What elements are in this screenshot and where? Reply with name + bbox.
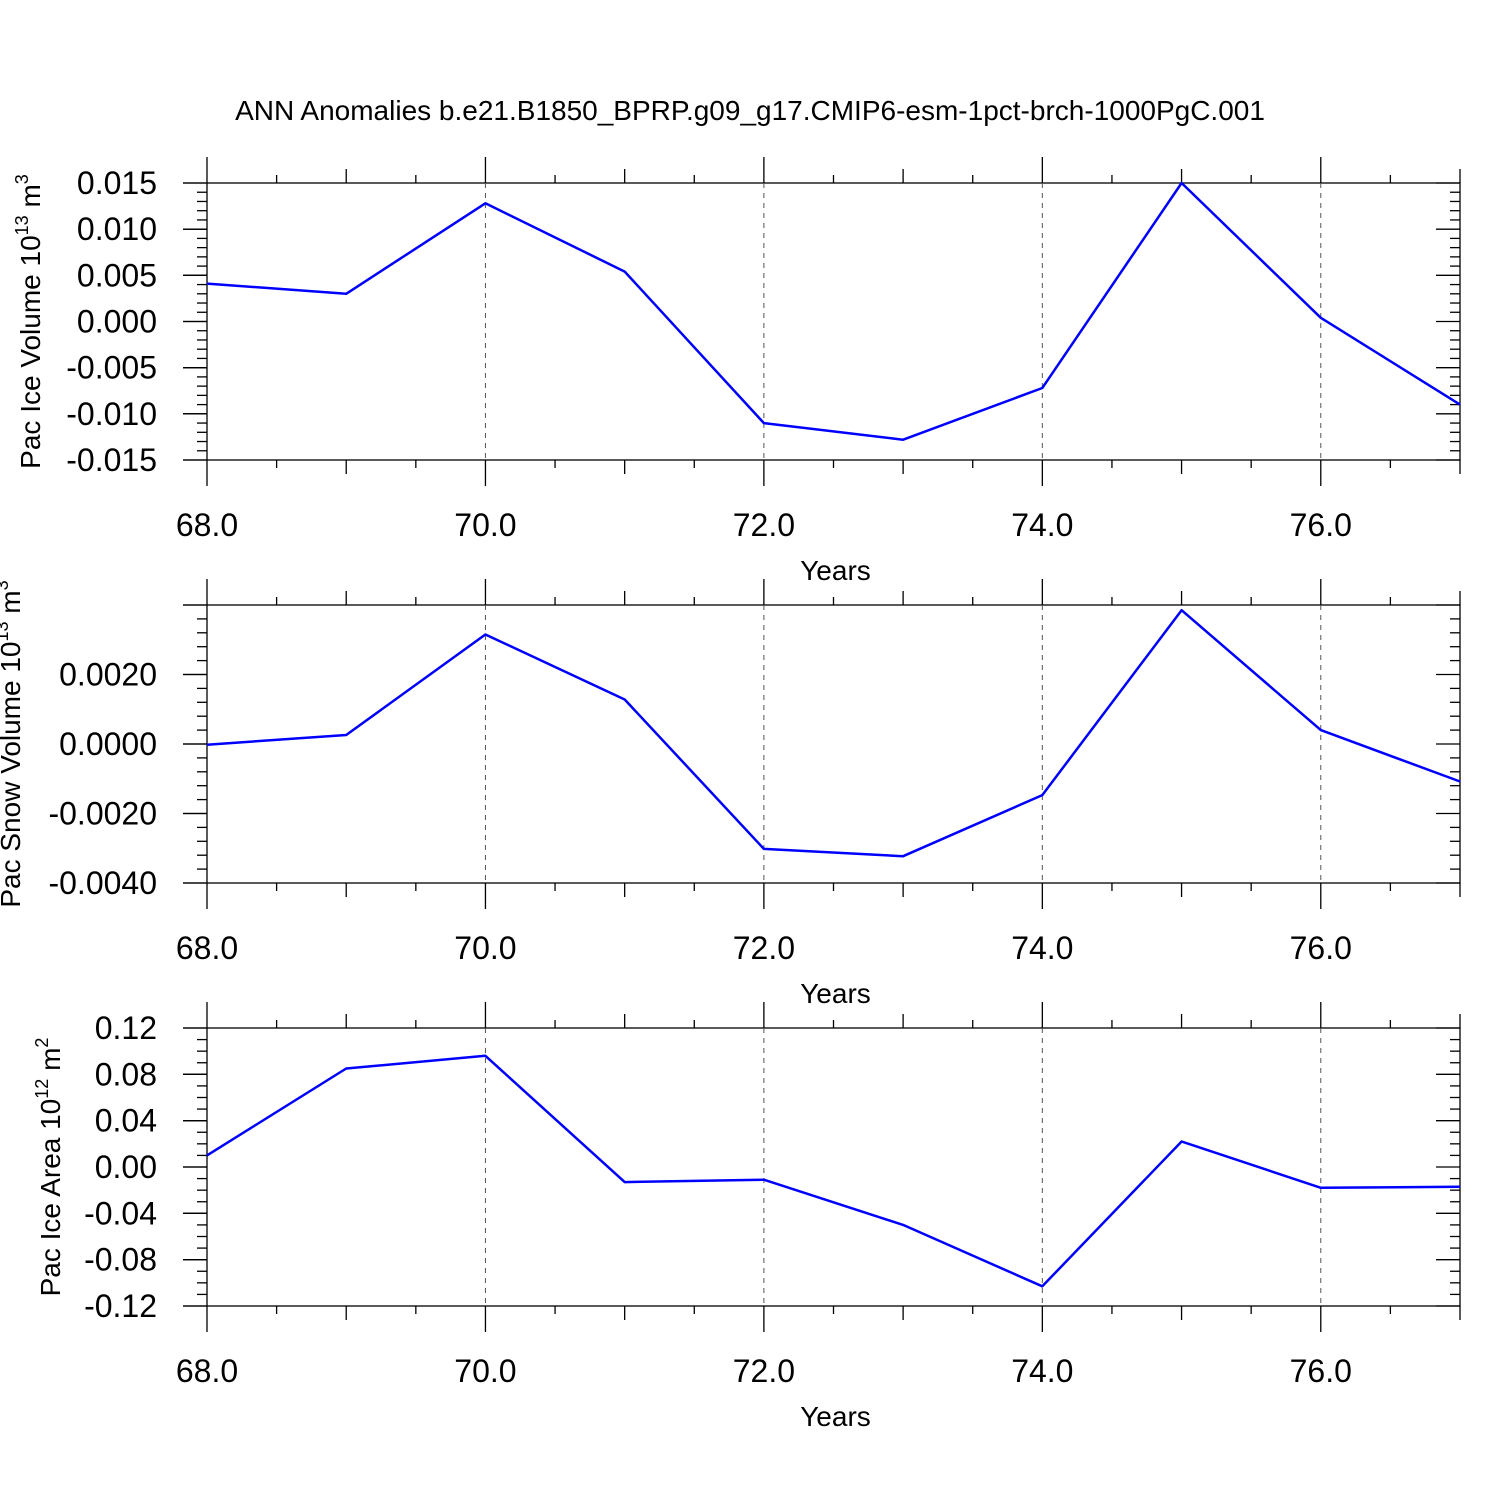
y-tick-label: 0.04	[95, 1103, 157, 1139]
y-tick-label: 0.005	[77, 257, 157, 293]
y-tick-label: -0.08	[84, 1242, 157, 1278]
y-axis-label-text: Pac Snow Volume 10	[0, 641, 26, 907]
x-tick-label: 72.0	[733, 1353, 795, 1389]
y-tick-label: 0.0000	[59, 726, 157, 762]
x-tick-label: 70.0	[454, 507, 516, 543]
chart-panel-2: 68.0 70.0 72.0 74.0 76.0 0.0020 0.0000 -0.0020 -…	[0, 579, 1461, 1009]
plot-frame	[206, 604, 1461, 884]
x-axis-label: Years	[800, 555, 871, 586]
y-tick-label: 0.08	[95, 1056, 157, 1092]
series-line	[206, 1054, 1461, 1288]
plot-frame	[206, 1027, 1461, 1307]
y-axis-label-exponent: 12	[32, 1079, 52, 1099]
y-tick-label: 0.12	[95, 1010, 157, 1046]
y-tick-label: 0.000	[77, 304, 157, 340]
chart-panel-1: 68.0 70.0 72.0 74.0 76.0 0.015 0.010 0.005 0.000…	[12, 157, 1461, 586]
y-tick-label: -0.015	[66, 442, 157, 478]
y-tick-label: -0.0040	[48, 865, 157, 901]
x-tick-label: 68.0	[176, 1353, 238, 1389]
y-axis-label-unit: m	[15, 184, 46, 215]
series-line	[206, 608, 1461, 858]
y-axis-label-text: Pac Ice Volume 10	[15, 235, 46, 468]
x-tick-label: 72.0	[733, 507, 795, 543]
y-axis-label: Pac Ice Area 1012 m2	[32, 1038, 66, 1297]
y-tick-label: 0.00	[95, 1149, 157, 1185]
y-axis-label-exponent: 13	[12, 215, 32, 235]
y-axis-label-unit-exponent: 3	[12, 174, 32, 184]
y-tick-label: -0.04	[84, 1195, 157, 1231]
x-tick-label: 74.0	[1011, 507, 1073, 543]
x-tick-label: 76.0	[1290, 930, 1352, 966]
y-axis-label-unit-exponent: 2	[32, 1038, 52, 1048]
x-tick-label: 76.0	[1290, 507, 1352, 543]
y-tick-label: -0.0020	[48, 796, 157, 832]
x-axis-label: Years	[800, 978, 871, 1009]
series-line	[206, 181, 1461, 441]
x-axis-label: Years	[800, 1401, 871, 1432]
chart-panel-3: 68.0 70.0 72.0 74.0 76.0 0.12 0.08 0.04 0.00 -0.0…	[32, 1002, 1461, 1432]
y-axis-label-text: Pac Ice Area 10	[35, 1099, 66, 1297]
y-axis-label: Pac Snow Volume 1013 m3	[0, 580, 26, 907]
y-tick-label: 0.0020	[59, 657, 157, 693]
x-tick-label: 70.0	[454, 930, 516, 966]
y-tick-label: -0.005	[66, 350, 157, 386]
x-tick-label: 74.0	[1011, 930, 1073, 966]
x-tick-label: 72.0	[733, 930, 795, 966]
x-tick-label: 70.0	[454, 1353, 516, 1389]
x-tick-label: 74.0	[1011, 1353, 1073, 1389]
chart-title: ANN Anomalies b.e21.B1850_BPRP.g09_g17.C…	[235, 95, 1265, 126]
y-tick-label: -0.010	[66, 396, 157, 432]
y-tick-label: 0.015	[77, 165, 157, 201]
y-axis-label-unit-exponent: 3	[0, 580, 12, 590]
chart-panels: 68.0 70.0 72.0 74.0 76.00.0150.0100.0050.000…	[0, 157, 1461, 1432]
y-axis-label: Pac Ice Volume 1013 m3	[12, 174, 46, 469]
y-axis-label-unit: m	[35, 1048, 66, 1079]
y-axis-label-unit: m	[0, 590, 26, 621]
y-axis-label-exponent: 13	[0, 621, 12, 641]
x-tick-label: 68.0	[176, 930, 238, 966]
y-tick-label: 0.010	[77, 211, 157, 247]
x-tick-label: 68.0	[176, 507, 238, 543]
x-tick-label: 76.0	[1290, 1353, 1352, 1389]
plot-frame	[206, 182, 1461, 461]
y-tick-label: -0.12	[84, 1288, 157, 1324]
